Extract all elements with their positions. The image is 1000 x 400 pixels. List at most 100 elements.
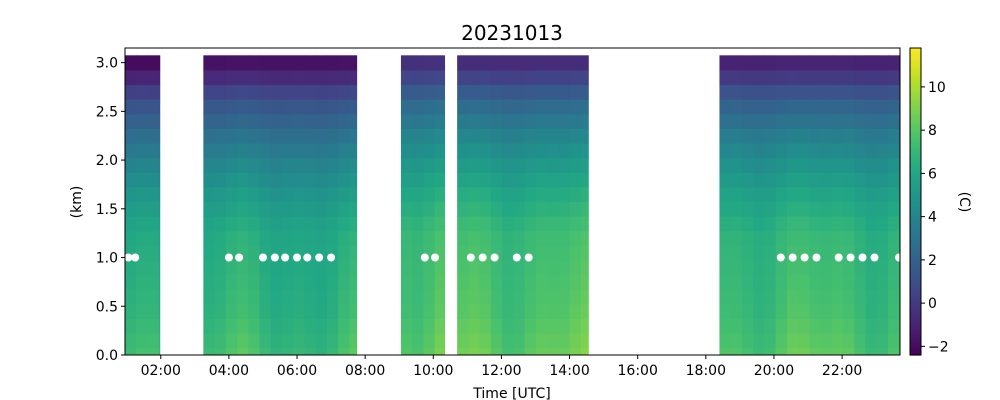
heatmap-cell	[457, 99, 469, 115]
heatmap-cell	[580, 172, 589, 188]
x-tick-label: 08:00	[345, 363, 385, 379]
colorbar-segment	[910, 296, 921, 300]
heatmap-cell	[270, 347, 283, 356]
heatmap-cell	[490, 113, 503, 129]
heatmap-cell	[876, 55, 889, 71]
heatmap-cell	[349, 157, 358, 173]
colorbar-segment	[910, 270, 921, 274]
heatmap-cell	[809, 201, 822, 217]
heatmap-cell	[293, 99, 306, 115]
heatmap-cell	[147, 69, 160, 86]
heatmap-cell	[535, 318, 548, 334]
colorbar-segment	[910, 58, 921, 62]
heatmap-cell	[457, 55, 469, 71]
heatmap-cell	[338, 128, 350, 144]
heatmap-cell	[558, 201, 571, 217]
colorbar-segment	[910, 232, 921, 236]
heatmap-cell	[203, 128, 216, 144]
heatmap-cell	[412, 172, 424, 188]
heatmap-cell	[412, 143, 424, 159]
heatmap-cell	[270, 274, 283, 290]
y-tick-label: 3.0	[96, 56, 118, 72]
colorbar-tick-label: 2	[928, 253, 937, 269]
heatmap-cell	[865, 216, 878, 232]
heatmap-cell	[831, 216, 844, 232]
heatmap-cell	[558, 55, 571, 71]
heatmap-cell	[876, 289, 889, 305]
heatmap-cell	[468, 69, 481, 86]
heatmap-cell	[719, 157, 732, 173]
heatmap-cell	[479, 245, 492, 261]
heatmap-cell	[865, 143, 878, 159]
heatmap-cell	[876, 303, 889, 319]
heatmap-cell	[225, 259, 238, 276]
heatmap-cell	[158, 245, 161, 261]
heatmap-cell	[490, 55, 503, 71]
heatmap-cell	[203, 55, 216, 71]
heatmap-cell	[513, 69, 526, 86]
heatmap-cell	[831, 318, 844, 334]
heatmap-cell	[888, 303, 900, 319]
heatmap-cell	[479, 143, 492, 159]
heatmap-cell	[400, 113, 413, 129]
heatmap-cell	[888, 99, 900, 115]
heatmap-cell	[775, 259, 788, 276]
heatmap-cell	[136, 201, 148, 217]
heatmap-cell	[225, 347, 238, 356]
heatmap-cell	[412, 230, 424, 246]
heatmap-cell	[457, 289, 469, 305]
heatmap-cell	[282, 259, 294, 276]
heatmap-cell	[764, 157, 777, 173]
heatmap-cell	[730, 128, 743, 144]
heatmap-cell	[158, 347, 161, 356]
heatmap-cell	[888, 347, 900, 356]
heatmap-cell	[764, 113, 777, 129]
heatmap-cell	[158, 216, 161, 232]
heatmap-cell	[502, 172, 514, 188]
heatmap-cell	[502, 99, 514, 115]
heatmap-cell	[569, 230, 582, 246]
heatmap-cell	[434, 274, 446, 290]
heatmap-cell	[490, 84, 503, 100]
heatmap-cell	[843, 143, 855, 159]
colorbar-segment	[910, 349, 921, 354]
heatmap-cell	[502, 274, 514, 290]
colorbar-segment	[910, 96, 921, 100]
heatmap-cell	[865, 289, 878, 305]
heatmap-cell	[237, 303, 249, 319]
heatmap-cell	[775, 333, 788, 349]
heatmap-cell	[423, 143, 436, 159]
heatmap-cell	[203, 84, 216, 100]
heatmap-cell	[237, 55, 249, 71]
heatmap-cell	[125, 55, 137, 71]
heatmap-cell	[468, 55, 481, 71]
heatmap-cell	[237, 259, 249, 276]
heatmap-cell	[719, 230, 732, 246]
heatmap-cell	[786, 347, 799, 356]
heatmap-cell	[809, 84, 822, 100]
heatmap-cell	[203, 274, 216, 290]
heatmap-cell	[580, 347, 589, 356]
heatmap-cell	[457, 143, 469, 159]
heatmap-cell	[569, 303, 582, 319]
colorbar-segment	[910, 140, 921, 144]
heatmap-cell	[719, 216, 732, 232]
heatmap-cell	[786, 259, 799, 276]
heatmap-cell	[843, 333, 855, 349]
heatmap-cell	[719, 318, 732, 334]
heatmap-cell	[349, 186, 358, 202]
heatmap-cell	[502, 69, 514, 86]
heatmap-cell	[854, 245, 867, 261]
heatmap-cell	[854, 143, 867, 159]
heatmap-cell	[282, 143, 294, 159]
heatmap-cell	[876, 113, 889, 129]
heatmap-cell	[304, 113, 317, 129]
heatmap-cell	[547, 143, 559, 159]
colorbar-segment	[910, 242, 921, 246]
heatmap-cell	[434, 186, 446, 202]
heatmap-cell	[214, 157, 227, 173]
heatmap-cell	[136, 84, 148, 100]
heatmap-cell	[580, 259, 589, 276]
heatmap-cell	[338, 347, 350, 356]
heatmap-cell	[876, 216, 889, 232]
